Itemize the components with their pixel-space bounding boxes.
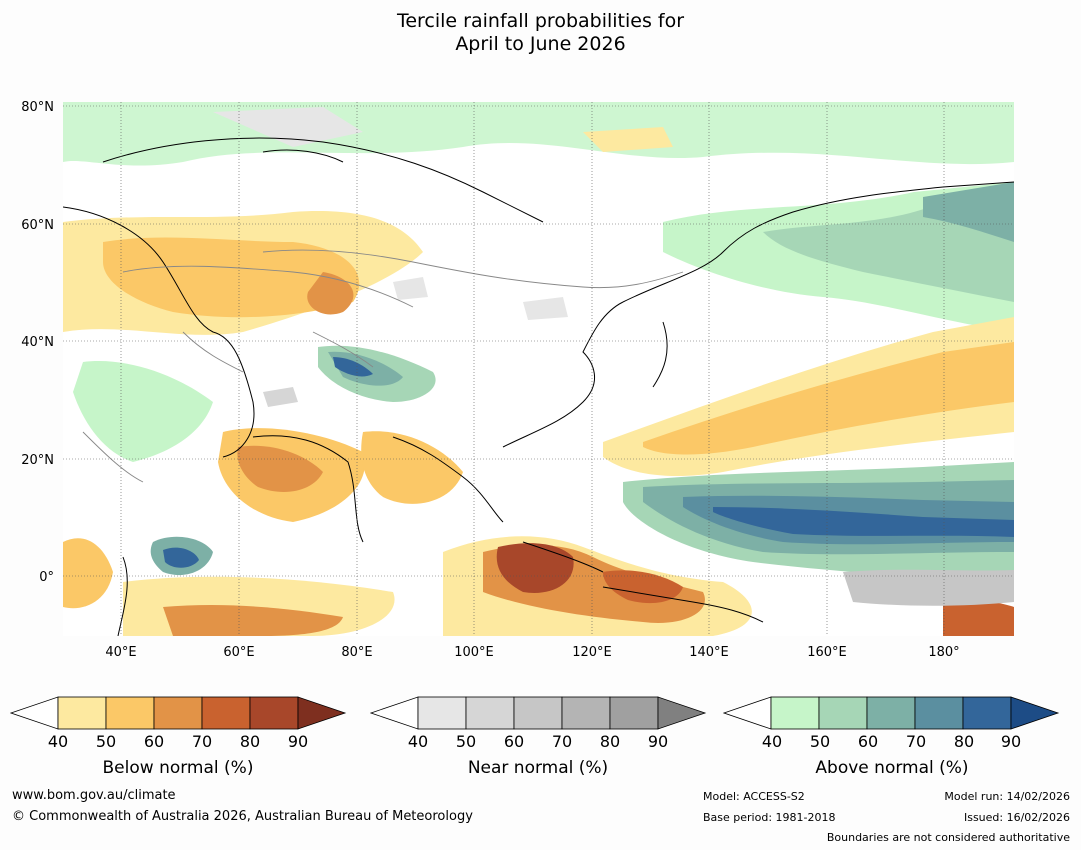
colorbar-label-near: Near normal (%) [467,758,609,778]
colorbar-label-below: Below normal (%) [102,758,254,778]
colorbar-segment [201,696,251,730]
colorbar-extend-high [1010,696,1060,730]
colorbar-extend-low [723,696,772,730]
lon-label-60e: 60°E [223,645,255,660]
lon-label-80e: 80°E [341,645,373,660]
tick: 60 [503,732,525,751]
copyright-text: © Commonwealth of Australia 2026, Austra… [12,809,473,824]
colorbar-segment [561,696,611,730]
boundaries-disclaimer: Boundaries are not considered authoritat… [826,831,1070,844]
tick: 50 [809,732,831,751]
colorbar-segment [609,696,659,730]
colorbar-segment [105,696,155,730]
colorbar-segment [962,696,1012,730]
tick: 80 [953,732,975,751]
title-line-1: Tercile rainfall probabilities for [396,10,685,32]
colorbar-segment [513,696,563,730]
base-period: Base period: 1981-2018 [703,811,836,824]
tick: 80 [599,732,621,751]
colorbar-segment [866,696,916,730]
lon-label-120e: 120°E [572,645,612,660]
colorbar-segment [818,696,868,730]
colorbar-extend-low [370,696,419,730]
map-title: Tercile rainfall probabilities for April… [0,10,1081,56]
tick: 70 [551,732,573,751]
model-name: Model: ACCESS-S2 [703,790,805,803]
rainfall-probability-map [63,102,1014,636]
lat-label-20n: 20°N [21,453,54,468]
tick: 60 [143,732,165,751]
tick: 40 [407,732,429,751]
tick: 70 [905,732,927,751]
lon-label-180: 180° [928,645,960,660]
lat-label-80n: 80°N [21,100,54,115]
issued-date: Issued: 16/02/2026 [963,811,1070,824]
tick: 80 [239,732,261,751]
colorbar-label-above: Above normal (%) [815,758,969,778]
colorbar-segment [770,696,820,730]
colorbar-segment [417,696,467,730]
colorbar-extend-high [297,696,347,730]
lon-label-140e: 140°E [689,645,729,660]
tick: 40 [47,732,69,751]
tick: 90 [647,732,669,751]
map-canvas [63,102,1014,636]
tick: 60 [857,732,879,751]
colorbar-segment [57,696,107,730]
colorbar-extend-high [657,696,707,730]
colorbar-above-normal [723,696,1060,730]
lon-label-40e: 40°E [105,645,137,660]
lon-label-160e: 160°E [807,645,847,660]
colorbar-near-normal [370,696,707,730]
lat-label-0: 0° [39,570,54,585]
tick: 90 [287,732,309,751]
lat-label-40n: 40°N [21,335,54,350]
lat-label-60n: 60°N [21,218,54,233]
tick: 40 [761,732,783,751]
colorbar-segment [914,696,964,730]
website-link[interactable]: www.bom.gov.au/climate [12,788,176,803]
tick: 70 [191,732,213,751]
lon-label-100e: 100°E [454,645,494,660]
colorbar-segment [153,696,203,730]
tick: 90 [1000,732,1022,751]
colorbar-segment [249,696,299,730]
colorbar-segment [465,696,515,730]
title-line-2: April to June 2026 [455,33,626,55]
colorbar-extend-low [10,696,59,730]
tick: 50 [455,732,477,751]
model-run-date: Model run: 14/02/2026 [944,790,1070,803]
colorbar-below-normal [10,696,347,730]
tick: 50 [95,732,117,751]
